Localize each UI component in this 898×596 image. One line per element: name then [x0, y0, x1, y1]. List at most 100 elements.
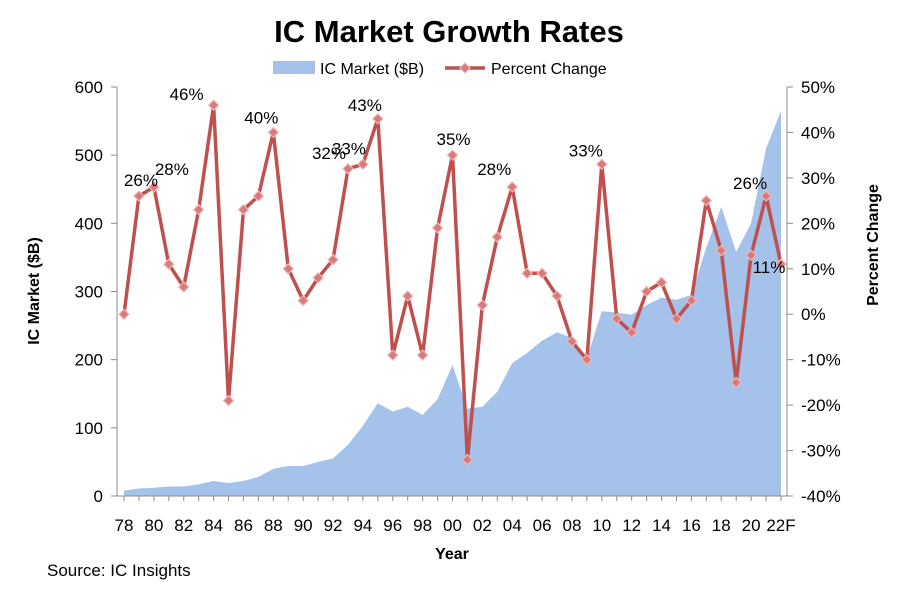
- x-axis-tick-label: 22F: [766, 516, 795, 535]
- percent-change-marker: [566, 335, 578, 348]
- percent-change-marker: [148, 181, 160, 193]
- x-axis-tick-label: 14: [652, 516, 671, 535]
- percent-change-marker: [595, 158, 608, 171]
- percent-change-marker: [506, 181, 519, 193]
- percent-change-marker: [730, 376, 743, 389]
- data-label: 33%: [569, 141, 603, 160]
- right-axis-tick-label: 20%: [801, 214, 835, 233]
- data-label: 40%: [244, 108, 278, 127]
- left-axis-tick-label: 300: [75, 283, 103, 302]
- percent-change-marker: [222, 394, 235, 407]
- x-axis-tick-label: 08: [562, 516, 581, 535]
- percent-change-marker: [715, 244, 728, 257]
- percent-change-marker: [342, 162, 354, 175]
- percent-change-marker: [700, 194, 713, 207]
- percent-change-marker: [491, 231, 504, 243]
- left-axis-tick-label: 0: [94, 487, 103, 506]
- x-axis-tick-label: 06: [533, 516, 552, 535]
- percent-change-marker: [177, 281, 190, 293]
- x-axis-tick-label: 78: [115, 516, 134, 535]
- data-label: 26%: [733, 174, 767, 193]
- right-axis-tick-label: -30%: [801, 442, 841, 461]
- data-label: 46%: [170, 85, 204, 104]
- percent-change-marker: [685, 294, 698, 307]
- right-axis-tick-label: 10%: [801, 260, 835, 279]
- x-axis-tick-label: 96: [383, 516, 402, 535]
- data-label: 26%: [124, 171, 158, 190]
- source-note: Source: IC Insights: [47, 561, 191, 580]
- percent-change-marker: [745, 249, 757, 261]
- x-axis-tick-label: 86: [234, 516, 253, 535]
- percent-change-marker: [461, 453, 474, 466]
- x-axis-tick-label: 00: [443, 516, 462, 535]
- percent-change-marker: [118, 308, 130, 321]
- right-axis-tick-label: 50%: [801, 78, 835, 97]
- percent-change-marker: [386, 349, 399, 361]
- percent-change-marker: [775, 258, 787, 271]
- legend-label-percent-change: Percent Change: [491, 61, 607, 78]
- percent-change-marker: [192, 203, 205, 216]
- x-axis-tick-label: 10: [592, 516, 611, 535]
- right-axis-tick-label: -40%: [801, 487, 841, 506]
- percent-change-marker: [252, 190, 265, 202]
- percent-change-marker: [521, 267, 534, 280]
- percent-change-marker: [536, 267, 548, 280]
- left-axis-tick-label: 100: [75, 419, 103, 438]
- right-axis-tick-label: 40%: [801, 123, 835, 142]
- percent-change-marker: [431, 222, 444, 234]
- percent-change-marker: [237, 203, 250, 216]
- right-axis-title: Percent Change: [865, 184, 882, 306]
- percent-change-marker: [610, 312, 623, 325]
- percent-change-marker: [581, 353, 593, 366]
- ic-market-area: [124, 110, 781, 497]
- percent-change-marker: [476, 299, 489, 311]
- percent-change-marker: [297, 294, 310, 307]
- percent-change-marker: [162, 258, 175, 271]
- percent-change-marker: [760, 190, 772, 202]
- data-label: 28%: [477, 160, 511, 179]
- percent-change-marker: [416, 349, 429, 361]
- legend-swatch-ic-market: [273, 61, 315, 74]
- data-label: 11%: [753, 258, 786, 277]
- percent-change-marker: [282, 262, 295, 275]
- data-label: 33%: [332, 139, 366, 158]
- x-axis-tick-label: 02: [473, 516, 492, 535]
- x-axis-tick-label: 20: [742, 516, 761, 535]
- legend-marker-percent-change: [459, 62, 471, 74]
- right-axis-tick-label: 30%: [801, 169, 835, 188]
- percent-change-marker: [327, 253, 339, 266]
- percent-change-marker: [357, 158, 369, 171]
- percent-change-marker: [312, 272, 324, 284]
- x-axis-tick-label: 92: [324, 516, 343, 535]
- left-axis-tick-label: 500: [75, 146, 103, 165]
- chart-title: IC Market Growth Rates: [274, 14, 624, 49]
- percent-change-marker: [655, 276, 668, 289]
- x-axis-tick-label: 82: [174, 516, 193, 535]
- percent-change-marker: [371, 112, 384, 125]
- left-axis-tick-label: 400: [75, 214, 103, 233]
- left-axis-title: IC Market ($B): [26, 237, 43, 345]
- x-axis-tick-label: 88: [264, 516, 283, 535]
- percent-change-marker: [207, 99, 220, 112]
- right-axis-tick-label: -10%: [801, 351, 841, 370]
- percent-change-marker: [670, 312, 683, 325]
- percent-change-marker: [267, 126, 280, 139]
- x-axis-tick-label: 12: [622, 516, 641, 535]
- x-axis-tick-label: 16: [682, 516, 701, 535]
- x-axis-title: Year: [435, 546, 469, 563]
- left-axis-tick-label: 600: [75, 78, 103, 97]
- x-axis-tick-label: 90: [294, 516, 313, 535]
- left-axis-tick-label: 200: [75, 351, 103, 370]
- data-label: 28%: [155, 160, 189, 179]
- x-axis-tick-label: 18: [712, 516, 731, 535]
- right-axis-tick-label: -20%: [801, 396, 841, 415]
- x-axis-tick-label: 84: [204, 516, 223, 535]
- data-label: 35%: [436, 130, 470, 149]
- percent-change-marker: [640, 285, 653, 298]
- data-label: 32%: [312, 144, 346, 163]
- data-label: 43%: [348, 96, 382, 115]
- percent-change-marker: [625, 326, 638, 339]
- legend-label-ic-market: IC Market ($B): [320, 61, 424, 78]
- right-axis-tick-label: 0%: [801, 305, 826, 324]
